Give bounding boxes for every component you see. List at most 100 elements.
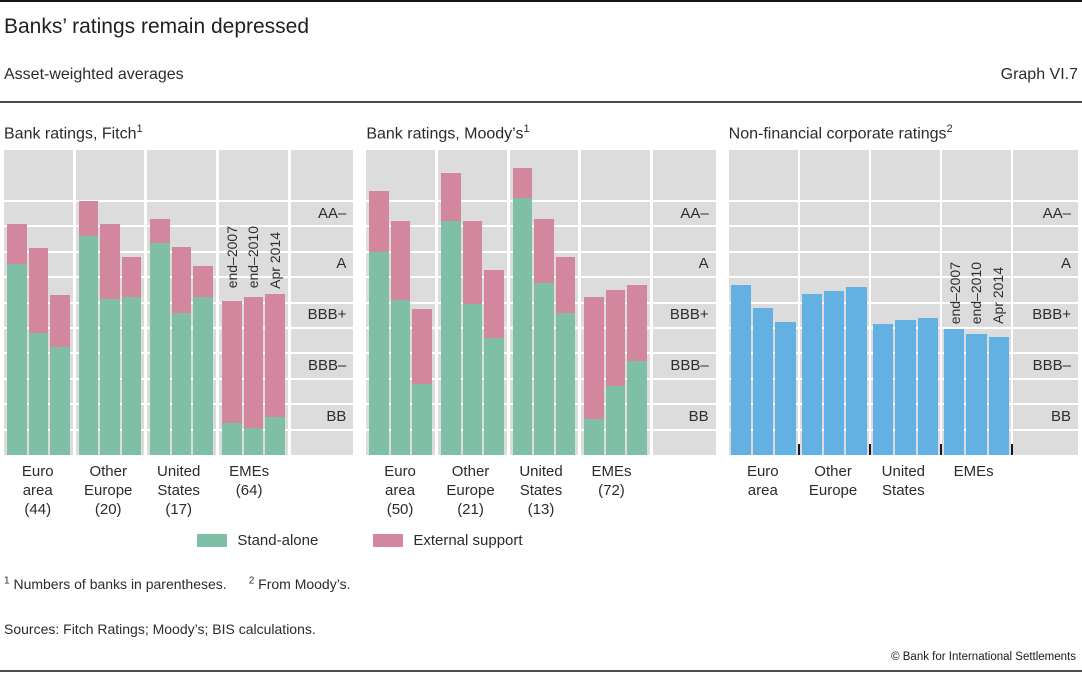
bar-apr-2014 xyxy=(775,321,796,455)
rating-label-bb: BB xyxy=(326,407,347,425)
bar-end-2010 xyxy=(28,247,49,455)
group-column-emes-64: end–2007 end–2010 Apr 2014 xyxy=(219,150,288,455)
category-label-line: (17) xyxy=(165,501,193,518)
external-support-segment xyxy=(555,256,576,313)
rating-label-bb: BB xyxy=(1050,407,1071,425)
stand-alone-segment xyxy=(627,360,648,455)
panel-title-text: Bank ratings, Fitch xyxy=(4,125,137,143)
group-column-other-europe-21 xyxy=(438,150,507,455)
external-support-segment xyxy=(28,247,49,333)
external-support-segment xyxy=(390,221,411,300)
top-rule xyxy=(0,0,1082,2)
series-label-apr-2014: Apr 2014 xyxy=(990,267,1007,325)
footnote-1-marker: 1 xyxy=(4,575,10,586)
rating-axis-labels: AA– A BBB+ BBB– BB xyxy=(1012,150,1078,455)
stand-alone-segment xyxy=(193,297,214,455)
external-support-segment xyxy=(100,223,120,299)
group-boundary-tick xyxy=(939,444,942,455)
category-label-line: area xyxy=(22,482,53,499)
page-title: Banks’ ratings remain depressed xyxy=(4,15,310,38)
stand-alone-segment xyxy=(28,333,49,455)
series-label-end-2007: end–2007 xyxy=(223,226,240,289)
category-labels: Euro area Other Europe United States EMEs xyxy=(729,462,1078,500)
category-labels: Euro area (50) Other Europe (21) United States (… xyxy=(366,462,715,519)
stand-alone-segment xyxy=(484,338,504,455)
external-support-segment xyxy=(243,297,264,429)
rating-label-aa: AA– xyxy=(680,204,709,222)
category-label-spacer xyxy=(1010,462,1078,500)
graph-number: Graph VI.7 xyxy=(1000,66,1078,83)
bar-end-2010 xyxy=(243,297,264,455)
legend-label-stand-alone: Stand-alone xyxy=(237,532,319,549)
rating-label-aa: AA– xyxy=(1042,204,1071,222)
bar-end-2007 xyxy=(7,223,27,455)
stand-alone-segment xyxy=(150,242,170,455)
bar-end-2010 xyxy=(171,246,192,455)
category-label-emes: EMEs (72) xyxy=(578,462,645,519)
plot-area-bank-ratings-moodys: AA– A BBB+ BBB– BB xyxy=(366,150,716,455)
stand-alone-segment xyxy=(222,423,242,455)
category-label-line: (21) xyxy=(457,501,484,518)
category-label-euro: Euro area (44) xyxy=(4,462,71,519)
rating-label-bbb: BBB+ xyxy=(1032,306,1071,324)
external-support-segment xyxy=(222,301,242,424)
category-label-euro: Euro area (50) xyxy=(366,462,433,519)
legend-label-external-support: External support xyxy=(413,532,523,549)
bar-end-2007 xyxy=(512,167,533,455)
category-label-line: Europe xyxy=(808,482,858,499)
plot-columns: AA– A BBB+ BBB– BB xyxy=(366,150,716,455)
bar-apr-2014 xyxy=(627,284,648,455)
stand-alone-segment xyxy=(78,236,99,455)
category-label-line: (13) xyxy=(527,501,555,518)
category-label-spacer xyxy=(648,462,715,519)
series-label-end-2010: end–2010 xyxy=(245,226,262,289)
copyright-notice: © Bank for International Settlements xyxy=(891,651,1076,663)
panel-bank-ratings-fitch: Bank ratings, Fitch1 end–2007 end–2010 Apr … xyxy=(4,116,354,519)
group-column-united-states xyxy=(870,150,940,455)
bar-end-2010 xyxy=(462,221,483,455)
stand-alone-segment xyxy=(441,221,461,455)
plot-columns: end–2007 end–2010 Apr 2014 AA– A BBB+ BBB– BB xyxy=(728,150,1078,455)
sources-line: Sources: Fitch Ratings; Moody’s; BIS cal… xyxy=(4,620,316,637)
rating-label-bbb: BBB+ xyxy=(307,306,347,324)
subtitle: Asset-weighted averages xyxy=(4,66,184,83)
stand-alone-segment xyxy=(100,298,120,455)
external-support-segment xyxy=(121,256,142,298)
category-label-euro: Euro area xyxy=(729,462,797,500)
group-column-united-states-13 xyxy=(509,150,579,455)
bar-end-2010 xyxy=(534,218,554,455)
category-label-united: United States (17) xyxy=(145,462,212,519)
stand-alone-segment xyxy=(512,198,533,455)
panel-title-bank-ratings-moodys: Bank ratings, Moody’s1 xyxy=(366,116,715,142)
external-support-segment xyxy=(605,289,626,387)
stand-alone-segment xyxy=(555,312,576,455)
category-label-line: (64) xyxy=(235,482,263,499)
stand-alone-segment xyxy=(390,300,411,455)
group-boundary-tick xyxy=(797,444,800,455)
category-label-line: Europe xyxy=(446,482,495,499)
panel-bank-ratings-moodys: Bank ratings, Moody’s1 AA– A BBB+ BBB– BB Euro… xyxy=(366,116,716,519)
external-support-segment xyxy=(534,218,554,284)
bar-apr-2014 xyxy=(412,308,433,455)
category-label-line: area xyxy=(385,482,416,499)
rating-label-aa: AA– xyxy=(318,204,347,222)
bar-end-2010 xyxy=(100,223,120,455)
series-label-apr-2014: Apr 2014 xyxy=(266,231,283,289)
category-label-line: Euro xyxy=(384,463,416,480)
stand-alone-segment xyxy=(50,347,70,455)
panel-title-corporate-ratings: Non-financial corporate ratings2 xyxy=(729,116,1078,142)
external-support-segment xyxy=(50,294,70,347)
bar-end-2007 xyxy=(150,218,170,455)
category-label-line: (72) xyxy=(598,482,625,499)
category-label-emes: EMEs xyxy=(939,462,1007,500)
external-support-swatch xyxy=(373,534,404,547)
category-label-line: Europe xyxy=(84,482,133,499)
legend-item-external-support: External support xyxy=(373,532,523,549)
stand-alone-segment xyxy=(171,312,192,455)
group-column-united-states-17 xyxy=(147,150,217,455)
rating-label-bbb: BBB– xyxy=(670,357,709,374)
external-support-segment xyxy=(171,246,192,313)
category-label-line: area xyxy=(747,482,778,499)
group-column-emes-72 xyxy=(581,150,651,455)
